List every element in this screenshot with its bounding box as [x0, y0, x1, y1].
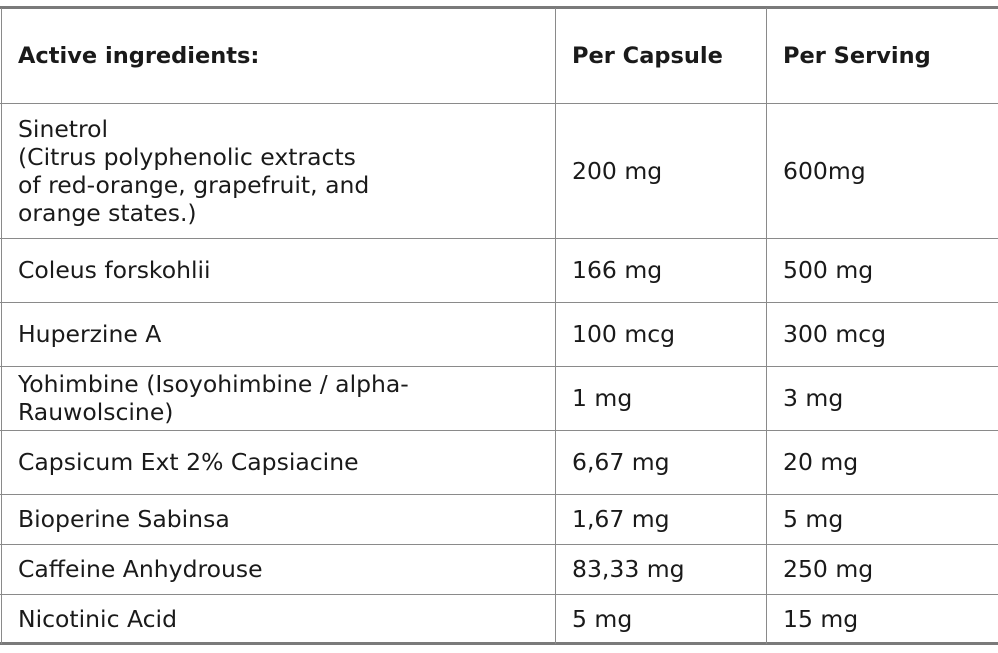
table-cell: Caffeine Anhydrouse [18, 555, 263, 583]
text-line: orange states.) [18, 198, 197, 227]
table-cell: 5 mg [572, 605, 633, 633]
column-border [555, 8, 556, 644]
header-cell: Per Capsule [572, 42, 723, 69]
row-border [0, 103, 998, 104]
table-cell: 500 mg [783, 256, 874, 284]
table-cell: 200 mg [572, 156, 663, 185]
row-border [0, 430, 998, 431]
cell-lines: Sinetrol (Citrus polyphenolic extracts of … [18, 115, 369, 227]
header-cell: Per Serving [783, 42, 931, 69]
row-border [0, 238, 998, 239]
table-cell: Nicotinic Acid [18, 605, 177, 633]
row-border [0, 544, 998, 545]
table-cell: 1,67 mg [572, 505, 670, 533]
table-cell: Coleus forskohlii [18, 256, 211, 284]
text-line: (Citrus polyphenolic extracts [18, 142, 356, 171]
row-border [0, 366, 998, 367]
cell-lines: Yohimbine (Isoyohimbine / alpha- Rauwolsc… [18, 370, 409, 426]
table-cell: 6,67 mg [572, 448, 670, 476]
table-cell: 1 mg [572, 384, 633, 412]
text-line: Rauwolscine) [18, 398, 174, 426]
table-cell: 250 mg [783, 555, 874, 583]
table-cell: 600mg [783, 156, 866, 185]
row-border [0, 302, 998, 303]
table-cell: 3 mg [783, 384, 844, 412]
column-border [1, 8, 2, 644]
table-cell: 300 mcg [783, 320, 887, 348]
table-cell: Yohimbine (Isoyohimbine / alpha- Rauwolsc… [18, 366, 409, 430]
row-border [0, 6, 998, 9]
table-cell: Sinetrol (Citrus polyphenolic extracts of … [18, 103, 369, 238]
table-cell: 166 mg [572, 256, 663, 284]
text-line: Yohimbine (Isoyohimbine / alpha- [18, 370, 409, 398]
table-cell: 15 mg [783, 605, 859, 633]
row-border [0, 494, 998, 495]
row-border [0, 594, 998, 595]
row-border [0, 642, 998, 645]
table-cell: Huperzine A [18, 320, 162, 348]
table-cell: Capsicum Ext 2% Capsiacine [18, 448, 359, 476]
table-cell: 20 mg [783, 448, 859, 476]
table-cell: Bioperine Sabinsa [18, 505, 230, 533]
text-line: of red-orange, grapefruit, and [18, 170, 370, 199]
column-border [766, 8, 767, 644]
header-cell: Active ingredients: [18, 42, 260, 69]
text-line: Sinetrol [18, 114, 109, 143]
table-cell: 83,33 mg [572, 555, 685, 583]
table-cell: 5 mg [783, 505, 844, 533]
table-cell: 100 mcg [572, 320, 676, 348]
